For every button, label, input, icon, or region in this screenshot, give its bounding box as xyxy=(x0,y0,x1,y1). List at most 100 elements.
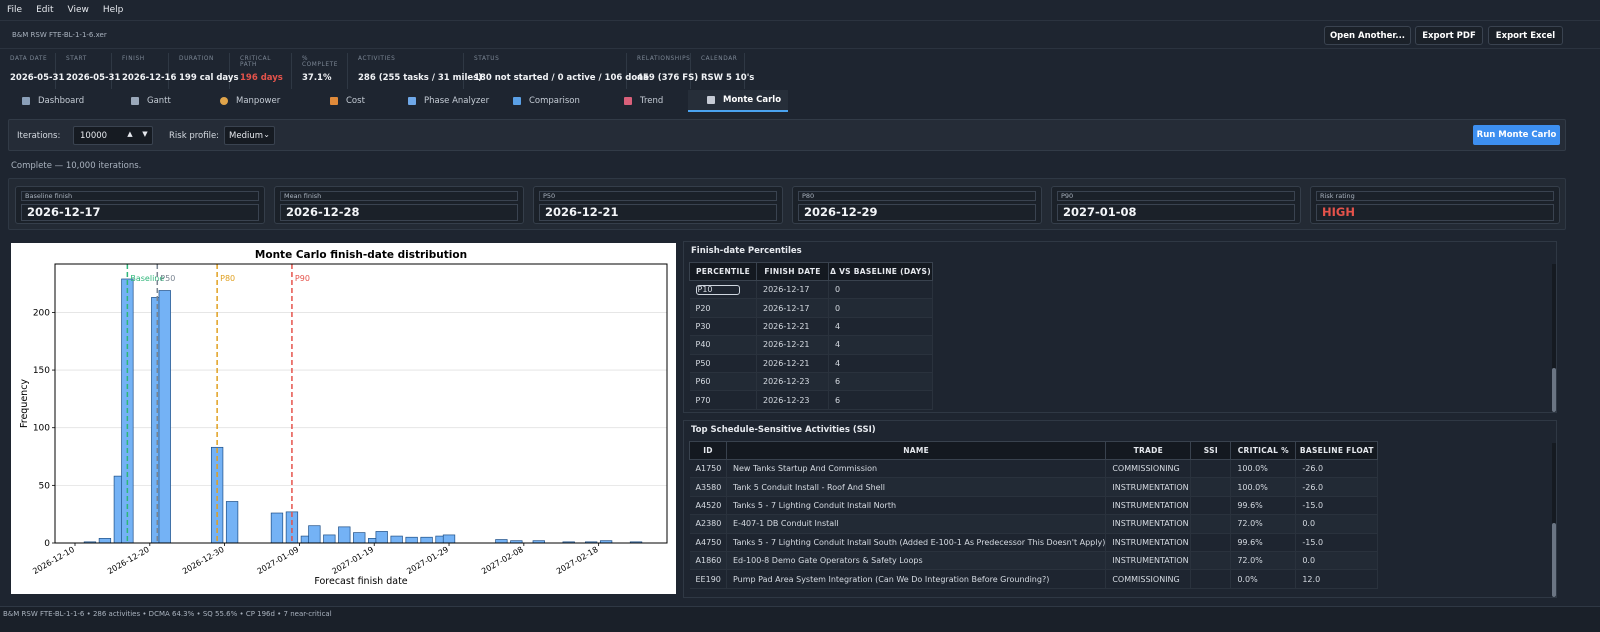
col-baseline-float[interactable]: BASELINE FLOAT xyxy=(1295,441,1379,460)
percentiles-scroll-thumb[interactable] xyxy=(1552,368,1556,412)
table-cell: COMMISSIONING xyxy=(1105,569,1192,589)
table-cell: P60 xyxy=(689,372,757,392)
col-name[interactable]: NAME xyxy=(725,441,1107,460)
col-delta-baseline[interactable]: Δ VS BASELINE (DAYS) xyxy=(828,262,933,281)
table-cell: 0 xyxy=(828,298,933,318)
tab-bar: Dashboard Gantt Manpower Cost Phase Anal… xyxy=(10,90,788,112)
table-cell: 2026-12-23 xyxy=(756,372,829,392)
table-row[interactable]: A4750 Tanks 5 - 7 Lighting Conduit Instal… xyxy=(689,533,1379,552)
table-cell: A4750 xyxy=(689,533,727,552)
histogram-bar xyxy=(495,539,508,544)
menu-bar: File Edit View Help xyxy=(0,0,1600,20)
col-percentile[interactable]: PERCENTILE xyxy=(689,262,757,281)
menu-file[interactable]: File xyxy=(7,5,23,15)
tab-comparison[interactable]: Comparison xyxy=(501,90,612,112)
export-excel-button[interactable]: Export Excel xyxy=(1488,26,1563,45)
table-row[interactable]: A1750 New Tanks Startup And Commission COM… xyxy=(689,459,1379,479)
table-cell xyxy=(1190,496,1232,516)
gantt-icon xyxy=(131,97,139,105)
table-cell: 4 xyxy=(828,335,933,355)
col-trade[interactable]: TRADE xyxy=(1105,441,1192,460)
table-row[interactable]: A2380 E-407-1 DB Conduit Install INSTRUMEN… xyxy=(689,514,1379,534)
tab-phase-analyzer[interactable]: Phase Analyzer xyxy=(396,90,501,112)
ssi-title: Top Schedule-Sensitive Activities (SSI) xyxy=(691,425,876,435)
menu-help[interactable]: Help xyxy=(102,5,124,15)
ssi-table: ID NAME TRADE SSI CRITICAL % BASELINE FL… xyxy=(689,441,1379,589)
x-tick-label: 2027-02-18 xyxy=(555,545,600,576)
histogram-bar xyxy=(420,536,433,544)
table-cell: 4 xyxy=(828,317,933,337)
table-cell xyxy=(1190,477,1232,497)
tab-dashboard[interactable]: Dashboard xyxy=(10,90,119,112)
table-cell: Ed-100-8 Demo Gate Operators & Safety Lo… xyxy=(726,551,1107,571)
tab-monte-carlo[interactable]: Monte Carlo xyxy=(688,90,788,112)
table-cell: 2026-12-17 xyxy=(756,298,829,318)
cost-icon xyxy=(330,97,338,105)
focused-cell[interactable]: P10 xyxy=(695,284,740,295)
tab-gantt[interactable]: Gantt xyxy=(119,90,208,112)
menu-edit[interactable]: Edit xyxy=(36,5,54,15)
table-row[interactable]: P10 2026-12-17 0 xyxy=(689,280,933,300)
manpower-icon xyxy=(220,97,228,105)
risk-profile-select[interactable]: Medium ⌄ xyxy=(224,126,275,145)
x-tick-label: 2027-01-09 xyxy=(256,545,301,576)
table-row[interactable]: A1860 Ed-100-8 Demo Gate Operators & Safe… xyxy=(689,551,1379,571)
export-pdf-button[interactable]: Export PDF xyxy=(1415,26,1483,45)
plot-frame xyxy=(54,263,668,544)
open-another-button[interactable]: Open Another... xyxy=(1324,26,1411,45)
histogram-bar xyxy=(225,501,239,544)
footer-summary: B&M RSW FTE-BL-1-1-6 • 286 activities • … xyxy=(3,610,332,618)
col-critical-pct[interactable]: CRITICAL % xyxy=(1230,441,1297,460)
menu-view[interactable]: View xyxy=(67,5,89,15)
run-monte-carlo-button[interactable]: Run Monte Carlo xyxy=(1473,125,1560,145)
stat-data-date: DATA DATE 2026-05-31 xyxy=(0,53,64,89)
col-id[interactable]: ID xyxy=(689,441,727,460)
table-cell: 100.0% xyxy=(1230,459,1297,479)
table-cell: 99.6% xyxy=(1230,533,1297,552)
percentiles-pane: Finish-date Percentiles PERCENTILE FINIS… xyxy=(683,241,1557,413)
table-row[interactable]: P50 2026-12-21 4 xyxy=(689,354,933,373)
tab-manpower[interactable]: Manpower xyxy=(208,90,318,112)
table-row[interactable]: P70 2026-12-23 6 xyxy=(689,390,933,410)
ssi-scroll-thumb[interactable] xyxy=(1552,523,1556,597)
table-row[interactable]: EE190 Pump Pad Area System Integration (C… xyxy=(689,569,1379,589)
card-p50: P50 2026-12-21 xyxy=(533,186,783,224)
table-cell: 4 xyxy=(828,354,933,373)
table-cell: INSTRUMENTATION xyxy=(1105,551,1192,571)
spin-down-icon[interactable]: ▼ xyxy=(142,130,148,138)
table-row[interactable]: P20 2026-12-17 0 xyxy=(689,298,933,318)
table-cell: P10 xyxy=(689,280,757,300)
card-p80: P80 2026-12-29 xyxy=(792,186,1042,224)
status-text: Complete — 10,000 iterations. xyxy=(11,161,142,171)
table-row[interactable]: P30 2026-12-21 4 xyxy=(689,317,933,337)
histogram-bar xyxy=(158,290,171,544)
table-row[interactable]: A4520 Tanks 5 - 7 Lighting Conduit Instal… xyxy=(689,496,1379,516)
col-ssi[interactable]: SSI xyxy=(1190,441,1232,460)
stat-percent-complete: % COMPLETE 37.1% xyxy=(292,53,348,89)
table-row[interactable]: P40 2026-12-21 4 xyxy=(689,335,933,355)
table-cell: -26.0 xyxy=(1295,459,1379,479)
table-cell: P70 xyxy=(689,390,757,410)
stat-critical-path: CRITICAL PATH 196 days xyxy=(230,53,292,89)
table-cell: 0.0 xyxy=(1295,551,1379,571)
y-tick-label: 100 xyxy=(33,424,50,434)
ssi-scrollbar[interactable] xyxy=(1552,443,1556,597)
col-finish-date[interactable]: FINISH DATE xyxy=(756,262,829,281)
tab-trend[interactable]: Trend xyxy=(612,90,688,112)
table-row[interactable]: A3580 Tank 5 Conduit Install - Roof And S… xyxy=(689,477,1379,497)
chevron-down-icon: ⌄ xyxy=(263,130,270,139)
table-cell: -15.0 xyxy=(1295,496,1379,516)
tab-cost[interactable]: Cost xyxy=(318,90,396,112)
histogram-bar xyxy=(375,531,388,544)
table-cell: 6 xyxy=(828,372,933,392)
table-row[interactable]: P60 2026-12-23 6 xyxy=(689,372,933,392)
iterations-input[interactable]: 10000 ▲ ▼ xyxy=(73,126,153,145)
comparison-icon xyxy=(513,97,521,105)
percentiles-scrollbar[interactable] xyxy=(1552,264,1556,412)
stat-duration: DURATION 199 cal days xyxy=(169,53,239,89)
table-cell: 6 xyxy=(828,390,933,410)
card-p90: P90 2027-01-08 xyxy=(1051,186,1301,224)
spin-up-icon[interactable]: ▲ xyxy=(127,130,133,138)
histogram-bar xyxy=(405,536,418,544)
iterations-label: Iterations: xyxy=(17,131,61,141)
